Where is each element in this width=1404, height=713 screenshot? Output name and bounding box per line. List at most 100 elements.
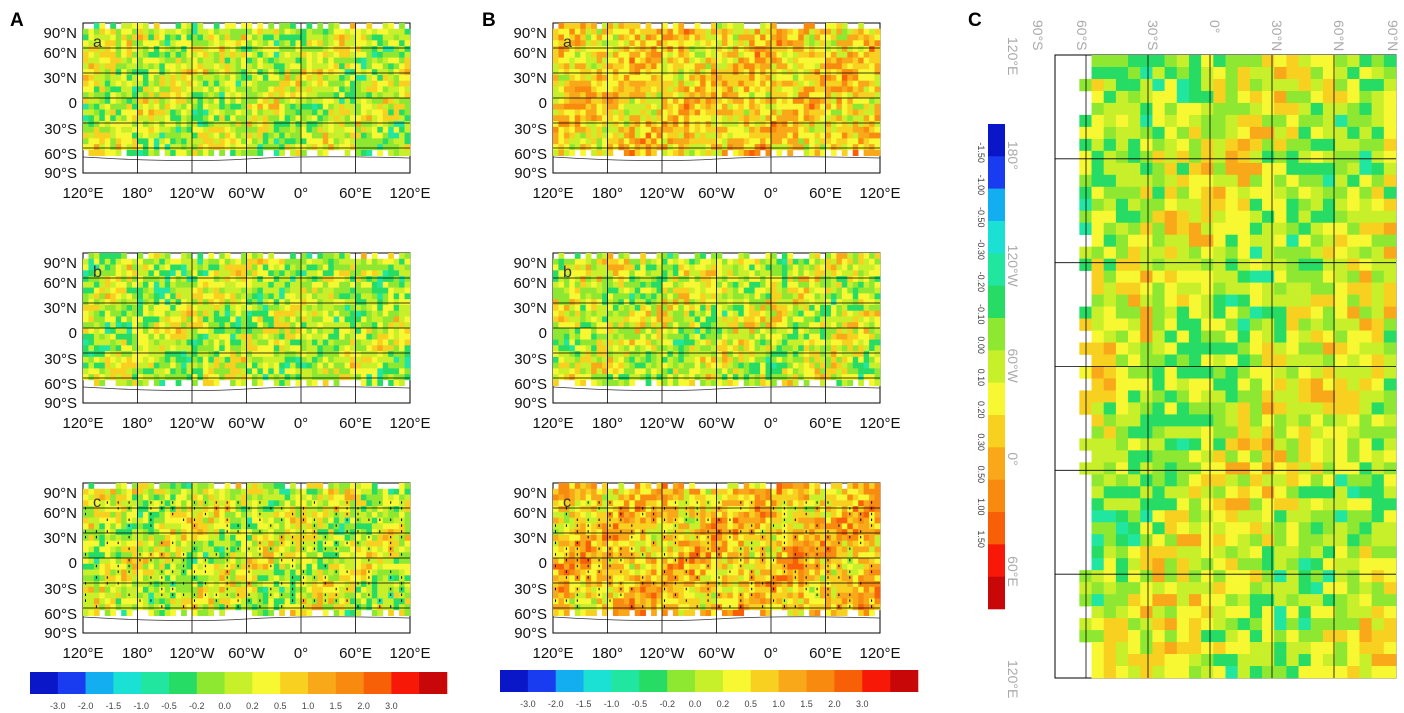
stipple-dot [161,501,163,504]
heat-cell [382,258,389,265]
heat-cell [153,264,160,271]
heat-cell [126,598,133,605]
heat-cell [235,92,242,99]
heat-cell [869,40,875,47]
heat-cell [246,23,253,30]
heat-cell [355,28,362,35]
heat-cell [284,293,291,300]
heat-cell [121,552,127,559]
heat-cell [241,540,247,547]
heat-cell [262,316,269,323]
stipple-dot [401,501,403,504]
heat-cell [148,69,155,76]
heat-cell [328,534,334,541]
heat-cell [164,287,171,294]
heat-cell [290,500,296,507]
heat-cell [99,28,106,35]
heat-cell [382,494,389,501]
heat-cell [83,98,89,105]
heat-cell [159,316,166,323]
heat-cell [175,494,182,501]
heat-cell [262,126,269,133]
heat-cell [377,345,384,352]
heat-cell [268,500,275,507]
heat-cell [355,558,362,565]
heat-cell [333,74,340,81]
heat-cell [93,310,100,317]
heat-cell [213,63,220,70]
heat-cell [393,586,400,593]
heat-cell [591,69,597,76]
heat-cell [792,28,799,35]
heat-cell [322,276,329,283]
heat-cell [306,483,313,490]
heat-cell [366,264,373,271]
heat-cell [366,270,373,277]
heat-cell [115,483,122,490]
heat-cell [344,609,351,616]
heat-cell [393,534,400,541]
heat-cell [148,374,155,381]
heat-cells [83,23,411,156]
heat-cell [110,270,116,277]
heat-cell [126,46,133,53]
heat-cell [142,322,149,329]
heat-cell [700,28,706,35]
heat-cell [355,40,362,47]
heat-cell [700,40,706,47]
heat-cell [399,356,405,363]
heat-cell [558,40,565,47]
heat-cell [727,23,734,30]
heat-cell [311,356,318,363]
heat-cell [749,34,755,41]
heat-cell [208,328,215,335]
heat-cell [651,28,657,35]
heat-cell [377,540,384,547]
heat-cell [192,558,198,565]
heat-cell [273,115,280,122]
heat-cell [382,558,389,565]
heat-cell [93,546,100,553]
heat-cell [290,328,296,335]
heat-cell [93,523,100,530]
heat-cell [634,57,641,64]
heat-cell [153,23,160,30]
heat-cell [164,609,171,616]
heat-cell [738,63,745,70]
heat-cell [104,144,111,151]
heat-cell [186,322,193,329]
heat-cell [93,270,100,277]
heat-cell [159,523,166,530]
heat-cell [88,586,95,593]
heat-cell [186,115,193,122]
heat-cell [197,293,204,300]
heat-cell [251,115,258,122]
heat-cell [83,293,89,300]
heat-cell [585,63,592,70]
heat-cell [197,506,204,513]
heat-cell [371,115,378,122]
heat-cell [306,299,313,306]
heat-cell [371,362,378,369]
heat-cell [148,57,155,64]
heat-cell [809,80,815,87]
heat-cell [115,92,122,99]
heat-cell [623,80,630,87]
heat-cell [121,28,127,35]
heat-cell [241,563,247,570]
heat-cell [93,517,100,524]
heat-cell [295,511,302,518]
heat-cell [328,69,334,76]
heat-cell [306,511,313,518]
heat-cell [360,494,367,501]
heat-cell [765,74,772,81]
heat-cell [268,46,275,53]
heat-cell [350,500,356,507]
heat-cell [208,132,215,139]
heat-cell [230,333,236,340]
heat-cell [284,138,291,145]
heat-cell [121,604,127,611]
heat-cell [181,540,187,547]
heat-cell [295,575,302,582]
heat-cell [257,132,264,139]
